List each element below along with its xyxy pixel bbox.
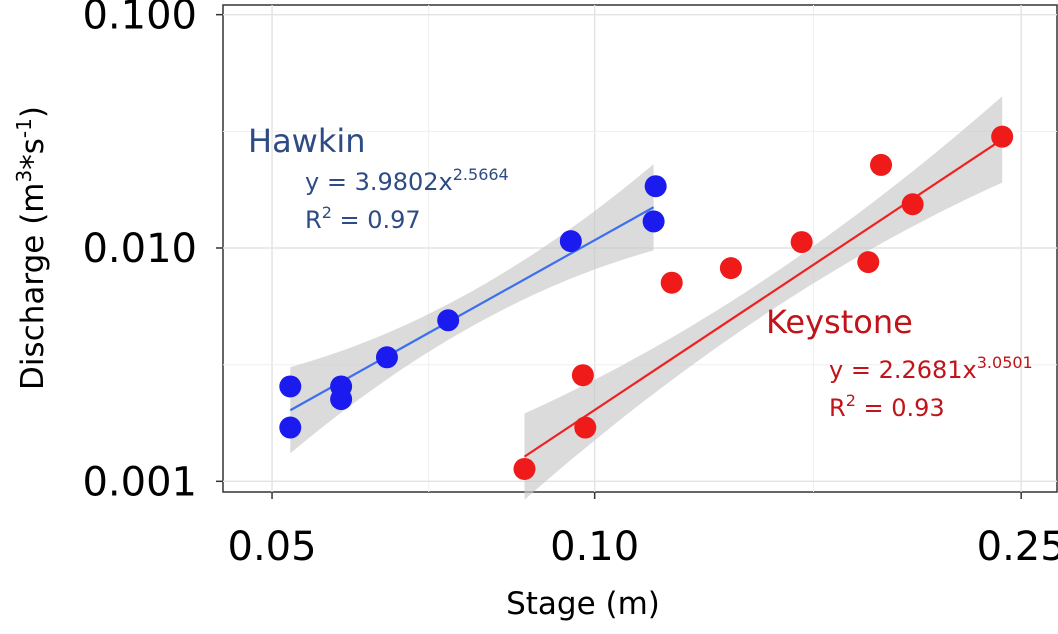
data-point-keystone (574, 416, 597, 439)
r2-hawkin: R2 = 0.97 (305, 203, 421, 234)
x-tick-label: 0.10 (550, 524, 639, 570)
tick-marks (216, 13, 1022, 499)
y-tick-label: 0.100 (82, 0, 197, 39)
equation-keystone: y = 2.2681x3.0501 (829, 353, 1033, 384)
x-tick-labels: 0.05 0.10 0.25 (228, 524, 1058, 570)
data-point-hawkin (279, 416, 302, 439)
y-axis-title: Discharge (m3*s-1) (12, 106, 51, 390)
y-tick-label: 0.001 (82, 459, 197, 505)
data-point-keystone (991, 125, 1014, 148)
x-tick-label: 0.05 (228, 524, 317, 570)
data-point-keystone (719, 257, 742, 280)
data-point-hawkin (375, 346, 398, 369)
data-point-hawkin (330, 388, 353, 411)
y-tick-labels: 0.001 0.010 0.100 (82, 0, 197, 505)
x-tick-label: 0.25 (977, 524, 1058, 570)
fit-lines (289, 138, 1003, 458)
series-label-keystone: Keystone (766, 303, 913, 341)
data-point-keystone (857, 251, 880, 274)
data-points (279, 125, 1014, 480)
data-point-keystone (660, 271, 683, 294)
y-tick-label: 0.010 (82, 226, 197, 272)
data-point-hawkin (644, 175, 667, 198)
equation-hawkin: y = 3.9802x2.5664 (305, 165, 509, 196)
data-point-hawkin (279, 375, 302, 398)
x-axis-title: Stage (m) (506, 586, 660, 622)
data-point-keystone (790, 231, 813, 254)
fit-line-keystone (523, 138, 1003, 458)
data-point-keystone (513, 457, 536, 480)
data-point-hawkin (437, 309, 460, 332)
r2-keystone: R2 = 0.93 (829, 391, 945, 422)
data-point-hawkin (642, 210, 665, 233)
data-point-keystone (870, 153, 893, 176)
data-point-hawkin (559, 230, 582, 253)
data-point-keystone (901, 193, 924, 216)
series-label-hawkin: Hawkin (248, 122, 366, 160)
fit-line-hawkin (289, 206, 655, 412)
data-point-keystone (571, 364, 594, 387)
